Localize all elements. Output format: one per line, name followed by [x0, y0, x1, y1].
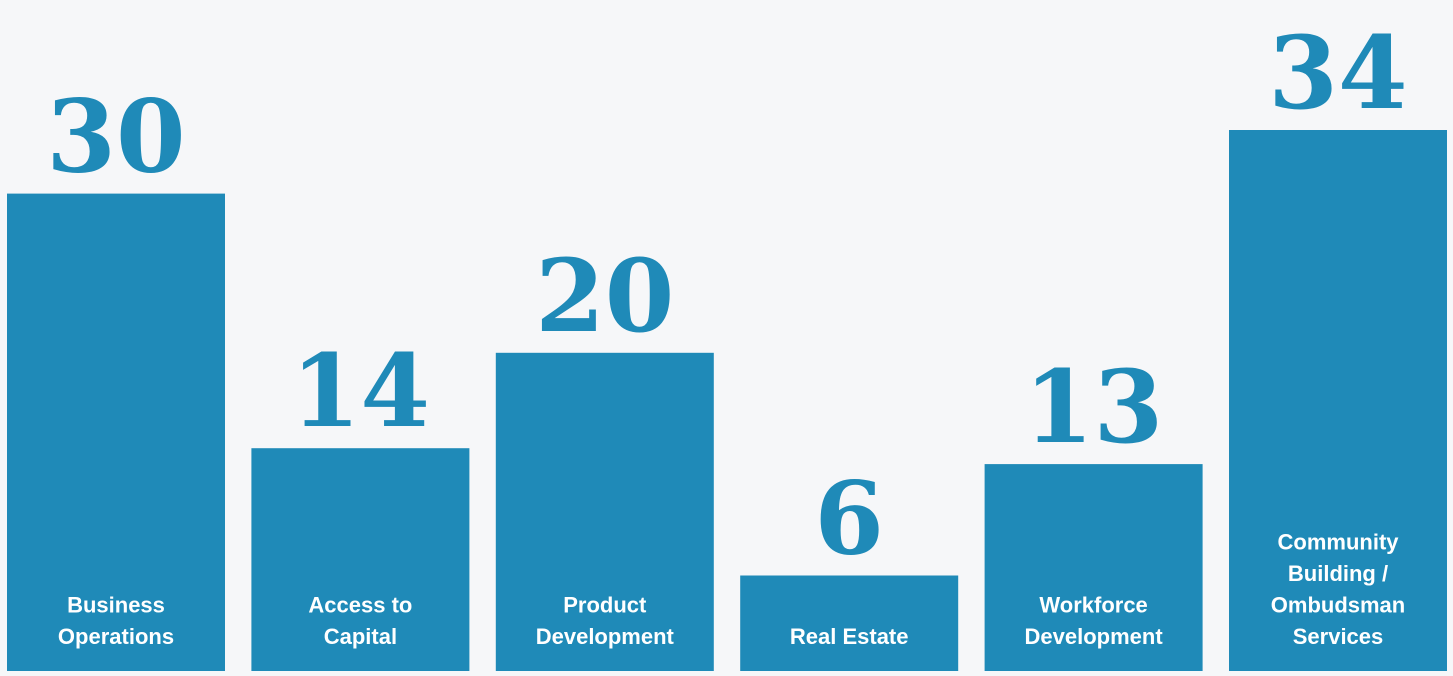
category-label-1-line-1: Business	[67, 593, 165, 618]
bar-2	[251, 448, 470, 671]
bar-6	[1229, 130, 1447, 671]
category-label-3-line-2: Development	[536, 624, 675, 649]
data-label-2: 14	[291, 332, 430, 450]
category-label-3: Product Development	[536, 593, 675, 650]
category-label-5-line-2: Development	[1025, 624, 1164, 649]
category-label-1-line-2: Operations	[58, 624, 174, 649]
category-label-4: Real Estate	[790, 624, 909, 649]
category-label-6-line-4: Services	[1293, 624, 1384, 649]
category-label-2-line-1: Access to	[308, 593, 412, 618]
data-label-6: 34	[1268, 14, 1407, 132]
bar-1	[7, 193, 225, 671]
category-label-6-line-3: Ombudsman	[1271, 593, 1405, 618]
bar-4	[740, 575, 959, 671]
category-label-4-line-1: Real Estate	[790, 624, 909, 649]
data-label-1: 30	[46, 78, 185, 196]
category-label-5-line-1: Workforce	[1039, 593, 1147, 618]
data-label-5: 13	[1024, 348, 1163, 466]
category-label-1: Business Operations	[58, 593, 174, 650]
bar-3	[495, 352, 714, 671]
data-label-4: 6	[814, 460, 884, 578]
category-label-5: Workforce Development	[1025, 593, 1164, 650]
category-label-3-line-1: Product	[563, 593, 647, 618]
category-label-6: Community Building / Ombudsman Services	[1271, 530, 1405, 650]
data-label-3: 20	[535, 237, 674, 355]
category-label-6-line-2: Building /	[1288, 561, 1388, 586]
category-label-2: Access to Capital	[308, 593, 412, 650]
category-label-6-line-1: Community	[1278, 530, 1400, 555]
category-label-2-line-2: Capital	[324, 624, 397, 649]
bar-5	[984, 464, 1203, 671]
